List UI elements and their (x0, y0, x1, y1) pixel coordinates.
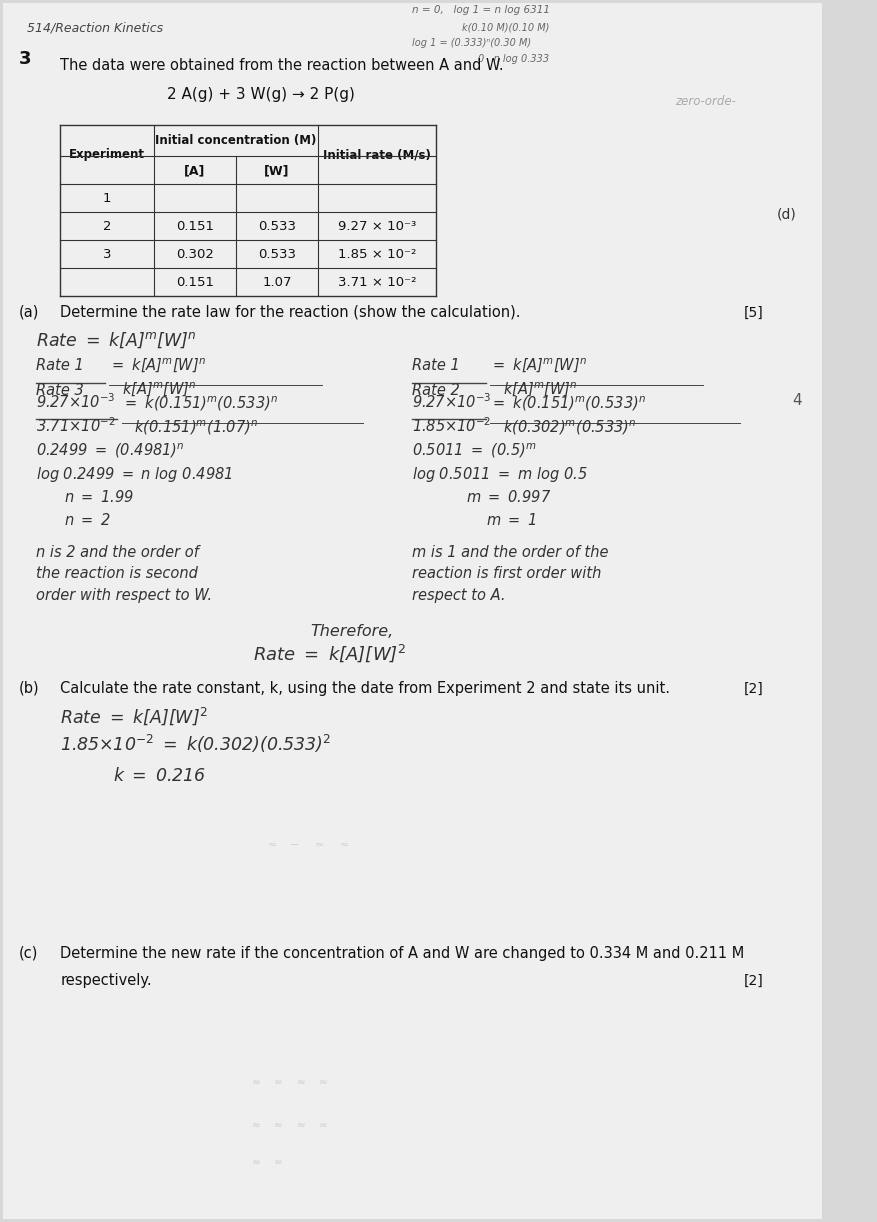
Text: (d): (d) (777, 208, 797, 221)
Text: Rate $=$ k[A][W]$^2$: Rate $=$ k[A][W]$^2$ (253, 643, 405, 664)
Text: m $=$ 0.997: m $=$ 0.997 (466, 489, 551, 505)
Text: 1.85$\times$10$^{-2}$: 1.85$\times$10$^{-2}$ (412, 417, 492, 435)
Text: Rate 1: Rate 1 (412, 358, 460, 374)
Text: $\approx$   $-$    $\approx$   $\approx$: $\approx$ $-$ $\approx$ $\approx$ (265, 841, 349, 851)
Text: 4: 4 (792, 392, 802, 407)
Text: (c): (c) (19, 946, 39, 960)
Text: the reaction is second: the reaction is second (36, 567, 197, 582)
Text: n is 2 and the order of: n is 2 and the order of (36, 545, 198, 560)
Text: 0.5011 $=$ (0.5)$^m$: 0.5011 $=$ (0.5)$^m$ (412, 441, 537, 461)
Text: n $=$ 1.99: n $=$ 1.99 (64, 489, 134, 505)
Text: 1: 1 (103, 192, 111, 205)
Text: Determine the rate law for the reaction (show the calculation).: Determine the rate law for the reaction … (61, 306, 521, 320)
Text: $\approx$   $\approx$   $\approx$   $\approx$: $\approx$ $\approx$ $\approx$ $\approx$ (248, 1121, 328, 1130)
Text: $\approx$   $\approx$   $\approx$   $\approx$: $\approx$ $\approx$ $\approx$ $\approx$ (248, 1078, 328, 1088)
Text: 3.71$\times$10$^{-2}$: 3.71$\times$10$^{-2}$ (36, 417, 115, 435)
Text: Rate $=$ k[A][W]$^2$: Rate $=$ k[A][W]$^2$ (61, 706, 208, 727)
Text: Calculate the rate constant, k, using the date from Experiment 2 and state its u: Calculate the rate constant, k, using th… (61, 681, 670, 695)
Text: 0.151: 0.151 (176, 276, 214, 288)
Text: k(0.151)$^m$(1.07)$^n$: k(0.151)$^m$(1.07)$^n$ (134, 418, 258, 437)
Text: m $=$ 1: m $=$ 1 (486, 512, 537, 528)
Text: zero-orde-: zero-orde- (674, 95, 736, 109)
Text: 514/Reaction Kinetics: 514/Reaction Kinetics (27, 21, 163, 34)
Text: (b): (b) (19, 681, 39, 695)
Text: m is 1 and the order of the: m is 1 and the order of the (412, 545, 609, 560)
Text: Rate 3: Rate 3 (36, 382, 83, 398)
Text: Rate $=$ k[A]$^m$[W]$^n$: Rate $=$ k[A]$^m$[W]$^n$ (36, 331, 196, 351)
Text: The data were obtained from the reaction between A and W.: The data were obtained from the reaction… (61, 59, 503, 73)
Text: 0   n log 0.333: 0 n log 0.333 (478, 54, 549, 64)
Text: Initial rate (M/s): Initial rate (M/s) (323, 148, 431, 161)
FancyBboxPatch shape (3, 4, 822, 1220)
Text: 9.27$\times$10$^{-3}$: 9.27$\times$10$^{-3}$ (36, 392, 115, 411)
Text: 1.85$\times$10$^{-2}$ $=$ k(0.302)(0.533)$^2$: 1.85$\times$10$^{-2}$ $=$ k(0.302)(0.533… (61, 733, 332, 755)
Text: order with respect to W.: order with respect to W. (36, 588, 211, 604)
Text: $=$ k(0.151)$^m$(0.533)$^n$: $=$ k(0.151)$^m$(0.533)$^n$ (490, 393, 646, 413)
Text: 2: 2 (103, 220, 111, 233)
Text: n = 0,   log 1 = n log 6311: n = 0, log 1 = n log 6311 (412, 5, 551, 15)
Text: 3.71 × 10⁻²: 3.71 × 10⁻² (338, 276, 417, 288)
Text: 1.07: 1.07 (262, 276, 292, 288)
Text: 1.85 × 10⁻²: 1.85 × 10⁻² (338, 248, 416, 260)
Text: Determine the new rate if the concentration of A and W are changed to 0.334 M an: Determine the new rate if the concentrat… (61, 946, 745, 960)
Text: respectively.: respectively. (61, 973, 152, 987)
Text: 0.533: 0.533 (258, 220, 296, 233)
Text: k(0.302)$^m$(0.533)$^n$: k(0.302)$^m$(0.533)$^n$ (503, 418, 636, 437)
Text: 9.27 × 10⁻³: 9.27 × 10⁻³ (338, 220, 416, 233)
Text: (a): (a) (19, 306, 39, 320)
Text: [2]: [2] (745, 974, 764, 987)
Text: Rate 1: Rate 1 (36, 358, 83, 374)
Text: $\approx$   $\approx$: $\approx$ $\approx$ (248, 1156, 282, 1167)
Text: $=$ k(0.151)$^m$(0.533)$^n$: $=$ k(0.151)$^m$(0.533)$^n$ (122, 393, 278, 413)
Text: $=$ k[A]$^m$[W]$^n$: $=$ k[A]$^m$[W]$^n$ (490, 357, 587, 375)
Text: Initial concentration (M): Initial concentration (M) (155, 134, 317, 147)
Text: log 0.2499 $=$ n log 0.4981: log 0.2499 $=$ n log 0.4981 (36, 464, 232, 484)
Text: k $=$ 0.216: k $=$ 0.216 (113, 767, 206, 786)
Text: Therefore,: Therefore, (310, 623, 393, 639)
Text: [2]: [2] (745, 682, 764, 695)
Text: reaction is first order with: reaction is first order with (412, 567, 602, 582)
Text: respect to A.: respect to A. (412, 588, 506, 604)
Text: [5]: [5] (745, 306, 764, 320)
Text: 9.27$\times$10$^{-3}$: 9.27$\times$10$^{-3}$ (412, 392, 492, 411)
Text: 0.302: 0.302 (176, 248, 214, 260)
Text: k[A]$^m$[W]$^n$: k[A]$^m$[W]$^n$ (503, 381, 577, 400)
Text: Rate 2: Rate 2 (412, 382, 460, 398)
Text: log 1 = (0.333)ⁿ(0.30 M): log 1 = (0.333)ⁿ(0.30 M) (412, 38, 531, 48)
Text: Experiment: Experiment (69, 148, 145, 161)
Text: $=$ k[A]$^m$[W]$^n$: $=$ k[A]$^m$[W]$^n$ (110, 357, 206, 375)
Text: k[A]$^m$[W]$^n$: k[A]$^m$[W]$^n$ (122, 381, 196, 400)
Text: 3: 3 (19, 50, 32, 68)
Text: [W]: [W] (264, 164, 289, 177)
Text: 3: 3 (103, 248, 111, 260)
Text: 0.2499 $=$ (0.4981)$^n$: 0.2499 $=$ (0.4981)$^n$ (36, 441, 184, 461)
Text: [A]: [A] (184, 164, 206, 177)
Text: 0.533: 0.533 (258, 248, 296, 260)
Text: 0.151: 0.151 (176, 220, 214, 233)
Text: 2 A(g) + 3 W(g) → 2 P(g): 2 A(g) + 3 W(g) → 2 P(g) (167, 87, 354, 103)
Text: k(0.10 M)(0.10 M): k(0.10 M)(0.10 M) (461, 22, 549, 32)
Text: log 0.5011 $=$ m log 0.5: log 0.5011 $=$ m log 0.5 (412, 464, 588, 484)
Text: n $=$ 2: n $=$ 2 (64, 512, 111, 528)
